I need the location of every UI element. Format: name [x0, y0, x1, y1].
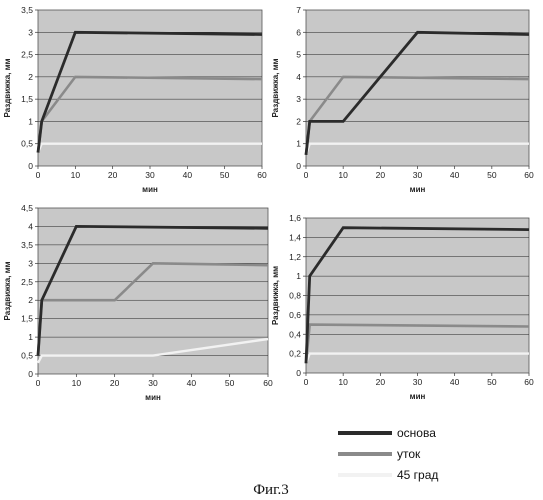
- y-tick-label: 0: [28, 161, 33, 171]
- y-tick-label: 0,5: [21, 351, 33, 361]
- x-axis-label: мин: [410, 392, 426, 401]
- x-tick-label: 10: [338, 377, 348, 387]
- legend-label: 45 град: [397, 468, 438, 482]
- y-tick-label: 1,2: [289, 252, 301, 262]
- x-tick-label: 30: [148, 378, 158, 388]
- chart-2: 0 1 2 3 4 5 6 7 0 10 20 30 40 50 60 мин Раздвижка, мм: [271, 5, 534, 194]
- legend-label: уток: [397, 447, 421, 461]
- y-tick-label: 3: [296, 94, 301, 104]
- x-axis-label: мин: [410, 185, 426, 194]
- x-tick-label: 60: [524, 170, 534, 180]
- y-tick-label: 1,5: [21, 314, 33, 324]
- x-tick-label: 60: [524, 377, 534, 387]
- x-tick-label: 30: [413, 377, 423, 387]
- y-tick-label: 3: [28, 258, 33, 268]
- y-tick-label: 6: [296, 27, 301, 37]
- x-tick-label: 50: [487, 377, 497, 387]
- x-tick-label: 10: [338, 170, 348, 180]
- x-tick-label: 30: [413, 170, 423, 180]
- y-tick-label: 2: [28, 295, 33, 305]
- y-tick-label: 5: [296, 50, 301, 60]
- x-tick-label: 50: [487, 170, 497, 180]
- y-tick-label: 3,5: [21, 5, 33, 15]
- x-tick-label: 60: [263, 378, 273, 388]
- y-tick-label: 0,5: [21, 139, 33, 149]
- y-axis-label: Раздвижка, мм: [271, 266, 280, 325]
- y-tick-label: 4,5: [21, 203, 33, 213]
- figure-caption: Фиг.3: [253, 482, 289, 498]
- x-tick-label: 10: [71, 170, 81, 180]
- x-tick-label: 40: [183, 170, 193, 180]
- y-tick-label: 1,4: [289, 232, 301, 242]
- chart-3: 0 0,5 1 1,5 2 2,5 3 3,5 4 4,5 0 10 20 30 40 50 60 мин Разд…: [3, 203, 273, 402]
- y-tick-label: 1: [296, 271, 301, 281]
- x-tick-label: 50: [220, 170, 230, 180]
- y-tick-label: 3,5: [21, 240, 33, 250]
- y-tick-label: 1,5: [21, 94, 33, 104]
- y-tick-label: 0: [296, 161, 301, 171]
- x-tick-label: 40: [450, 377, 460, 387]
- y-axis-label: Раздвижка, мм: [271, 58, 280, 117]
- x-tick-label: 20: [376, 377, 386, 387]
- y-tick-label: 0: [296, 368, 301, 378]
- x-tick-label: 20: [376, 170, 386, 180]
- chart-4: 0 0,2 0,4 0,6 0,8 1 1,2 1,4 1,6 0 10 20 30 40 50 60 мин Р…: [271, 213, 534, 401]
- y-tick-label: 3: [28, 27, 33, 37]
- chart-1: 0 0,5 1 1,5 2 2,5 3 3,5 0 10 20 30 40 50 60 мин Раздвижк…: [3, 5, 267, 194]
- x-tick-label: 20: [108, 170, 118, 180]
- y-tick-label: 4: [28, 221, 33, 231]
- x-tick-label: 0: [36, 378, 41, 388]
- y-tick-label: 7: [296, 5, 301, 15]
- legend-label: основа: [397, 426, 436, 440]
- y-tick-label: 1: [296, 139, 301, 149]
- y-axis-label: Раздвижка, мм: [3, 58, 12, 117]
- y-tick-label: 1: [28, 332, 33, 342]
- x-axis-label: мин: [142, 185, 158, 194]
- y-tick-label: 0,4: [289, 329, 301, 339]
- y-tick-label: 2: [28, 72, 33, 82]
- x-tick-label: 0: [36, 170, 41, 180]
- x-axis-label: мин: [145, 393, 161, 402]
- x-tick-label: 0: [304, 170, 309, 180]
- y-tick-label: 2,5: [21, 50, 33, 60]
- x-tick-label: 60: [257, 170, 267, 180]
- y-tick-label: 1: [28, 116, 33, 126]
- x-tick-label: 30: [145, 170, 155, 180]
- y-tick-label: 2,5: [21, 277, 33, 287]
- x-tick-label: 40: [187, 378, 197, 388]
- y-tick-label: 2: [296, 116, 301, 126]
- legend: основа уток 45 град: [338, 426, 438, 482]
- x-tick-label: 50: [225, 378, 235, 388]
- x-tick-label: 10: [72, 378, 82, 388]
- y-tick-label: 0,8: [289, 291, 301, 301]
- x-tick-label: 40: [450, 170, 460, 180]
- y-tick-label: 0: [28, 369, 33, 379]
- y-tick-label: 0,6: [289, 310, 301, 320]
- y-tick-label: 1,6: [289, 213, 301, 223]
- y-tick-label: 4: [296, 72, 301, 82]
- y-tick-label: 0,2: [289, 349, 301, 359]
- x-tick-label: 20: [110, 378, 120, 388]
- y-axis-label: Раздвижка, мм: [3, 261, 12, 320]
- x-tick-label: 0: [304, 377, 309, 387]
